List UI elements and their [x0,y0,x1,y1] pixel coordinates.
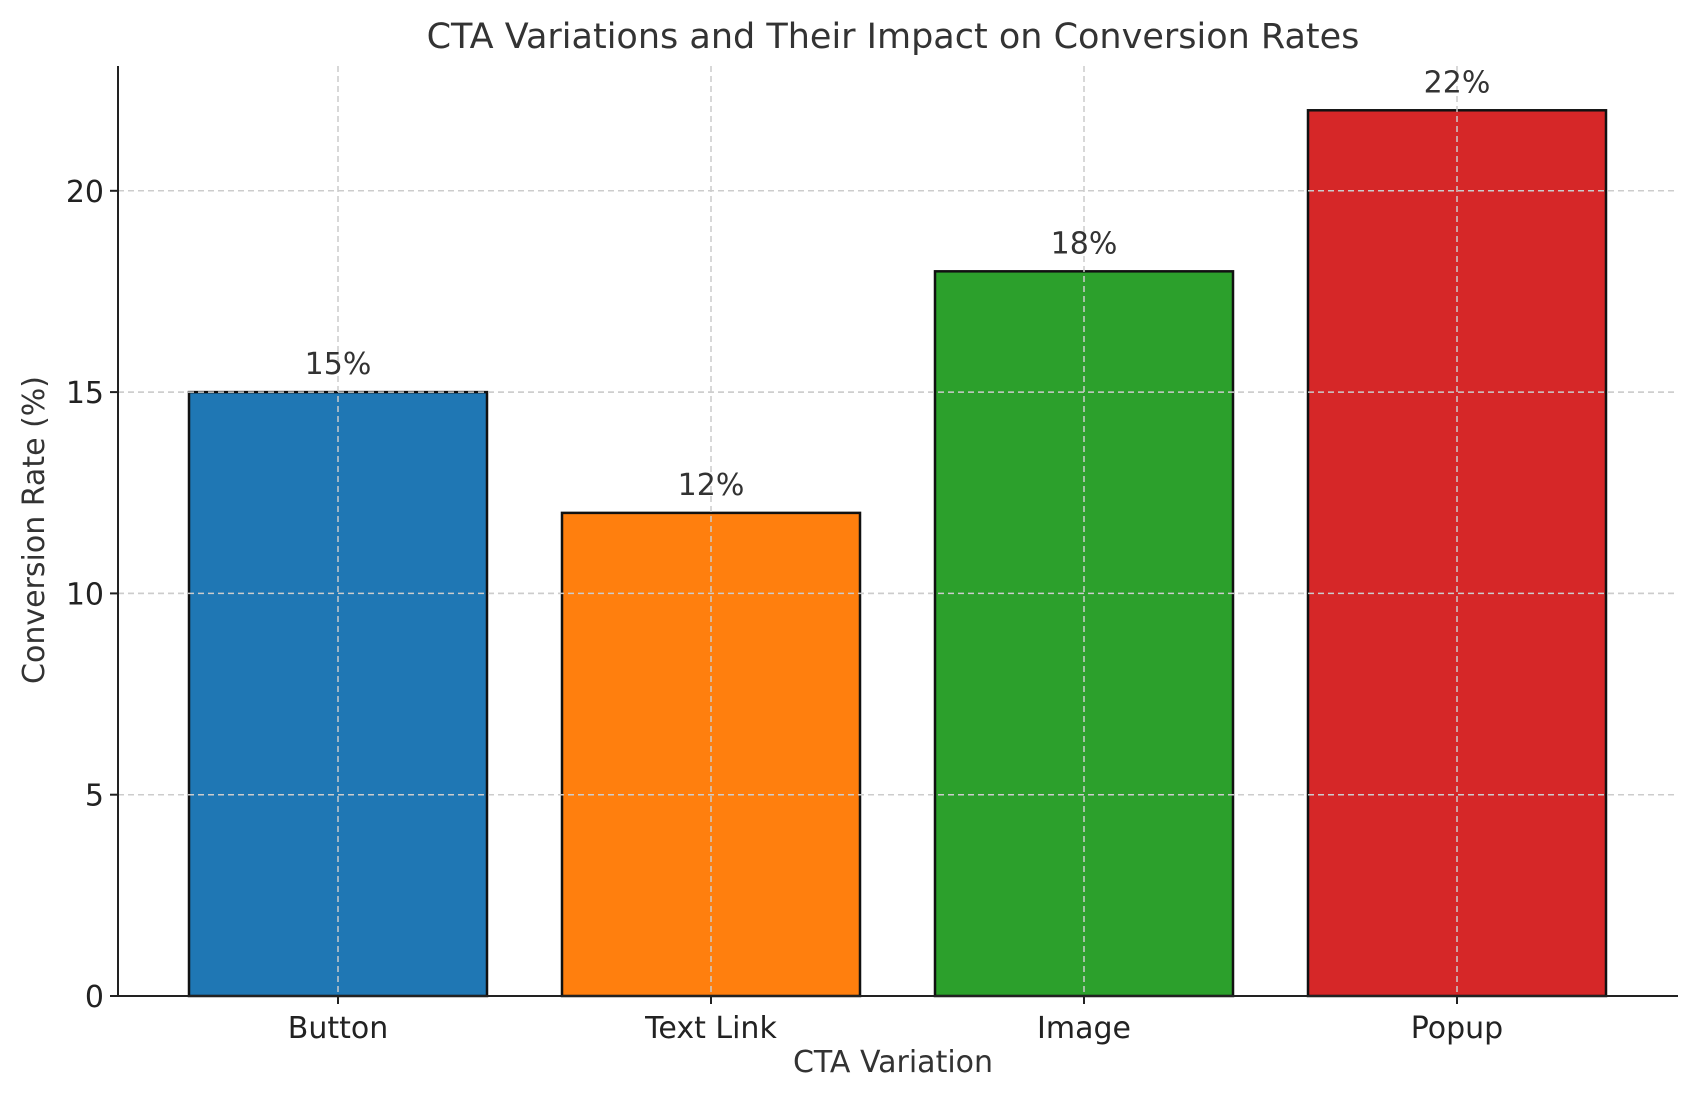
chart-title: CTA Variations and Their Impact on Conve… [427,17,1360,57]
y-tick-label: 10 [66,577,104,612]
y-tick-label: 15 [66,376,104,411]
data-label: 22% [1424,65,1491,100]
bar-text-link [560,511,862,998]
bar-button [187,390,489,998]
data-label: 12% [678,468,745,503]
bar-layer [118,66,1678,998]
y-tick-label: 0 [85,980,104,1015]
data-label: 18% [1051,226,1118,261]
y-tick-label: 20 [66,175,104,210]
x-tick-label: Image [1037,1011,1131,1046]
x-axis-label: CTA Variation [793,1045,993,1080]
x-tick-label: Button [288,1011,389,1046]
label-layer: 0 5 10 15 20 15% Button 12% Text Link 18% Image 22%… [66,65,1503,1046]
bar-popup [1306,109,1608,998]
y-axis-label: Conversion Rate (%) [17,376,52,684]
y-tick-label: 5 [85,779,104,814]
data-label: 15% [305,347,372,382]
axis-layer [110,66,1678,1004]
x-tick-label: Popup [1411,1011,1503,1046]
x-tick-label: Text Link [644,1011,777,1046]
